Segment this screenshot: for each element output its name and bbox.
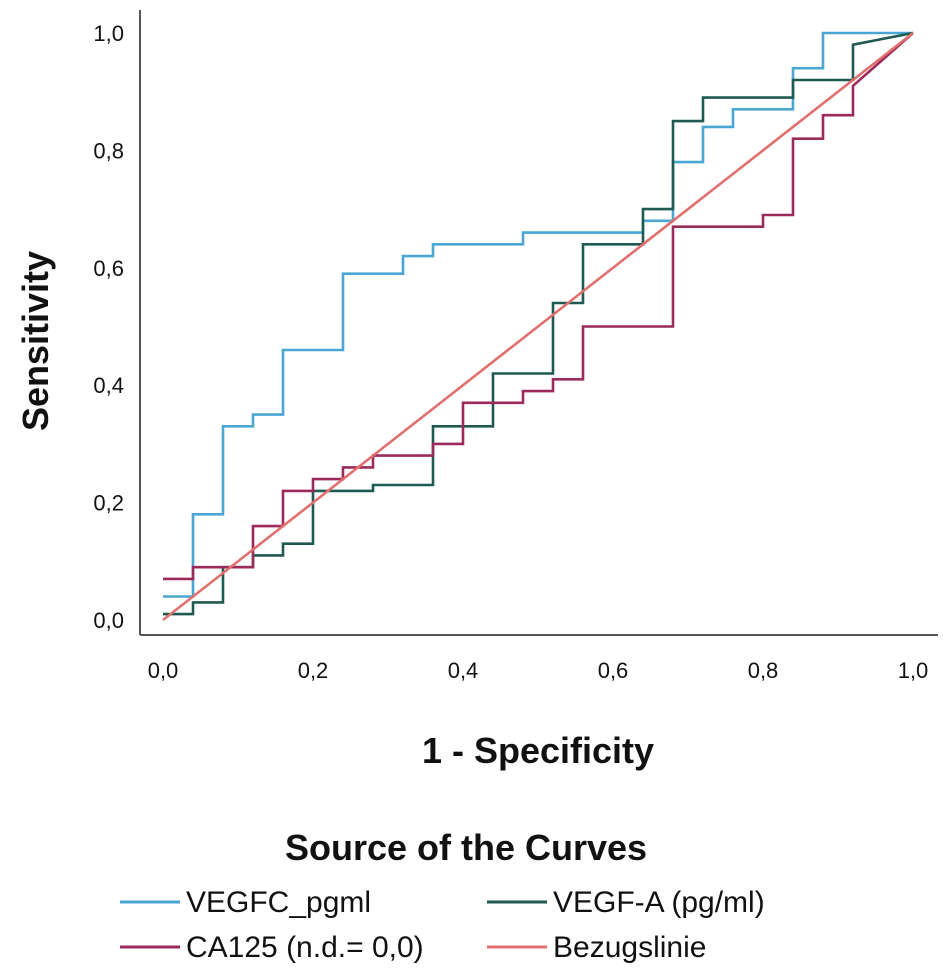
y-tick-label: 0,4 xyxy=(93,373,124,398)
legend-label: Bezugslinie xyxy=(553,931,706,964)
series-layer xyxy=(162,31,914,622)
legend-item-vegf-a-pg-ml: VEGF-A (pg/ml) xyxy=(487,886,765,919)
y-tick-label: 0,8 xyxy=(93,138,124,163)
y-tick-label: 0,0 xyxy=(93,608,124,633)
y-axis-title: Sensitivity xyxy=(15,251,56,431)
y-tick-label: 1,0 xyxy=(93,21,124,46)
legend-label: VEGF-A (pg/ml) xyxy=(553,886,765,919)
series-line-vegfc-pgml xyxy=(163,31,913,598)
y-tick-label: 0,2 xyxy=(93,491,124,516)
legend-label: VEGFC_pgml xyxy=(186,886,371,919)
series-line-ca125-n-d-0-0 xyxy=(163,32,914,581)
legend: VEGFC_pgml VEGF-A (pg/ml) CA125 (n.d.= 0,0… xyxy=(120,886,765,964)
x-tick-label: 0,0 xyxy=(148,658,179,683)
legend-label: CA125 (n.d.= 0,0) xyxy=(186,931,424,964)
x-tick-label: 1,0 xyxy=(898,658,929,683)
x-tick-label: 0,4 xyxy=(448,658,479,683)
series-line-bezugslinie xyxy=(162,31,914,622)
x-tick-label: 0,2 xyxy=(298,658,329,683)
x-tick-label: 0,8 xyxy=(748,658,779,683)
x-tick-label: 0,6 xyxy=(598,658,629,683)
legend-title: Source of the Curves xyxy=(285,827,647,868)
legend-item-vegfc-pgml: VEGFC_pgml xyxy=(120,886,371,919)
y-axis-ticks: 0,0 0,2 0,4 0,6 0,8 1,0 xyxy=(93,21,124,633)
legend-item-bezugslinie: Bezugslinie xyxy=(487,931,706,964)
x-axis-title: 1 - Specificity xyxy=(422,730,654,771)
legend-item-ca125-n-d-0-0: CA125 (n.d.= 0,0) xyxy=(120,931,424,964)
x-axis-ticks: 0,0 0,2 0,4 0,6 0,8 1,0 xyxy=(148,658,929,683)
y-tick-label: 0,6 xyxy=(93,256,124,281)
